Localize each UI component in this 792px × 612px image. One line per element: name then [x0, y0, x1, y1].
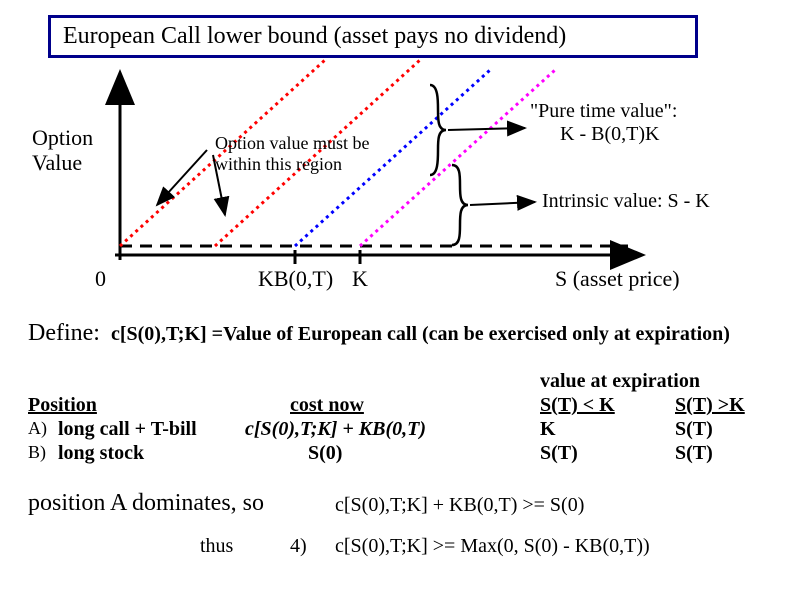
region-annot-l1: Option value must be	[215, 133, 369, 153]
hdr-cost: cost now	[290, 394, 364, 417]
k-label: K	[352, 266, 368, 291]
rowB-v2: S(T)	[675, 442, 713, 465]
hdr-col2: S(T) >K	[675, 394, 745, 417]
four: 4)	[290, 535, 307, 558]
pure-time-l1: "Pure time value":	[530, 100, 677, 122]
y-axis-label-l1: Option	[32, 125, 93, 150]
hdr-col1: S(T) < K	[540, 394, 615, 417]
rowB-v1: S(T)	[540, 442, 578, 465]
eq1: c[S(0),T;K] + KB(0,T) >= S(0)	[335, 494, 584, 517]
brace-pure-time	[430, 85, 446, 175]
brace-intrinsic	[452, 165, 468, 245]
region-annotation: Option value must be within this region	[215, 133, 369, 174]
define-lead: Define:	[28, 320, 100, 346]
hdr-value-at-exp: value at expiration	[540, 370, 700, 393]
pure-time-l2: K - B(0,T)K	[530, 123, 659, 145]
pure-time-arrow	[448, 128, 525, 130]
hdr-position: Position	[28, 394, 97, 417]
dominates-lead: position A dominates, so	[28, 490, 264, 518]
pink-line	[360, 70, 555, 246]
thus: thus	[200, 535, 233, 558]
rowA-v1: K	[540, 418, 556, 441]
rowA-v2: S(T)	[675, 418, 713, 441]
intrinsic-label: Intrinsic value: S - K	[542, 190, 710, 213]
eq2: c[S(0),T;K] >= Max(0, S(0) - KB(0,T))	[335, 535, 650, 558]
kb-label: KB(0,T)	[258, 266, 333, 291]
rowA-cost: c[S(0),T;K] + KB(0,T)	[245, 418, 426, 441]
region-annot-l2: within this region	[215, 154, 342, 174]
rowB-tag: B)	[28, 442, 46, 463]
rowA-tag: A)	[28, 418, 47, 439]
intrinsic-text: Intrinsic value: S - K	[542, 190, 710, 212]
rowB-pos: long stock	[58, 442, 144, 465]
y-axis-label-l2: Value	[32, 150, 82, 175]
y-axis-label: Option Value	[32, 125, 93, 176]
zero-label: 0	[95, 266, 106, 291]
intrinsic-arrow	[470, 202, 535, 205]
define-rest: c[S(0),T;K] =Value of European call (can…	[111, 323, 730, 345]
s-label: S (asset price)	[555, 266, 680, 291]
annot-arrow-1	[157, 150, 207, 205]
pure-time-label: "Pure time value": K - B(0,T)K	[530, 100, 677, 146]
rowB-cost: S(0)	[308, 442, 342, 465]
payoff-diagram	[0, 0, 792, 300]
rowA-pos: long call + T-bill	[58, 418, 197, 441]
define-line: Define: c[S(0),T;K] =Value of European c…	[28, 320, 730, 348]
